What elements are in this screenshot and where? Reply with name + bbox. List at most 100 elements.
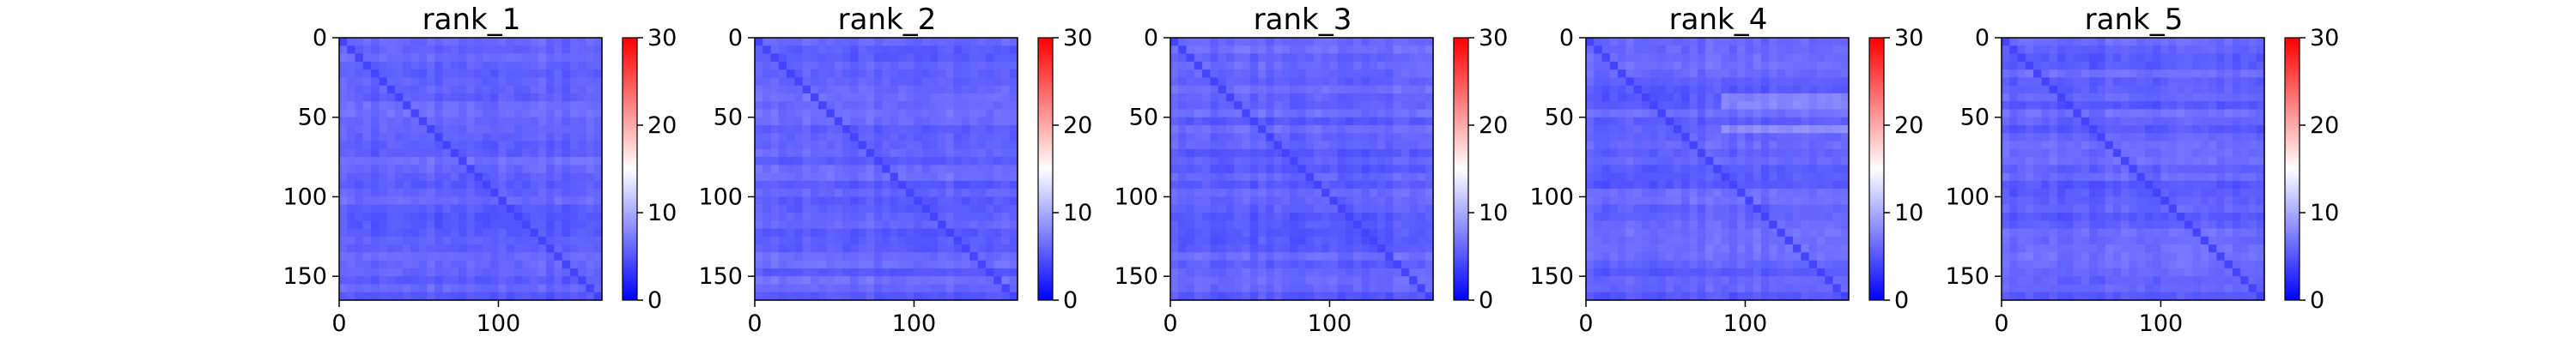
heatmap-cell: [2200, 133, 2209, 142]
heatmap-cell: [362, 276, 372, 286]
heatmap-cell: [874, 141, 883, 150]
heatmap-cell: [794, 292, 804, 301]
heatmap-cell: [2192, 45, 2202, 55]
heatmap-cell: [2240, 125, 2250, 134]
heatmap-cell: [1728, 101, 1738, 111]
heatmap-cell: [2105, 77, 2114, 87]
heatmap-cell: [810, 213, 819, 221]
heatmap-cell: [906, 109, 915, 118]
heatmap-cell: [514, 244, 523, 253]
heatmap-cell: [1321, 38, 1331, 46]
heatmap-cell: [1009, 133, 1018, 142]
heatmap-cell: [1840, 244, 1850, 253]
heatmap-cell: [1290, 93, 1298, 102]
heatmap-cell: [2200, 85, 2209, 94]
heatmap-cell: [1186, 204, 1195, 214]
heatmap-cell: [379, 172, 388, 182]
heatmap-cell: [985, 53, 994, 63]
heatmap-cell: [1337, 125, 1346, 134]
heatmap-cell: [1385, 53, 1394, 63]
heatmap-cell: [586, 236, 595, 245]
heatmap-cell: [2057, 61, 2066, 70]
heatmap-cell: [418, 53, 428, 63]
heatmap-cell: [762, 133, 772, 142]
heatmap-cell: [1769, 196, 1778, 206]
heatmap-cell: [1665, 292, 1674, 301]
heatmap-cell: [953, 292, 963, 301]
heatmap-cell: [1225, 284, 1235, 293]
heatmap-cell: [906, 125, 915, 134]
heatmap-cell: [562, 165, 571, 174]
heatmap-cell: [906, 244, 915, 253]
heatmap-cell: [1242, 236, 1251, 245]
heatmap-cell: [1713, 268, 1722, 277]
heatmap-cell: [2049, 85, 2058, 94]
heatmap-cell: [1377, 38, 1386, 46]
heatmap-cell: [930, 165, 939, 174]
heatmap-cell: [2002, 101, 2010, 111]
heatmap-cell: [538, 244, 547, 253]
heatmap-cell: [1697, 189, 1706, 198]
heatmap-cell: [530, 109, 539, 118]
heatmap-cell: [1249, 133, 1259, 142]
heatmap-cell: [1425, 292, 1434, 301]
heatmap-cell: [818, 61, 828, 70]
heatmap-cell: [930, 180, 939, 190]
heatmap-cell: [1178, 213, 1188, 221]
heatmap-cell: [787, 53, 795, 63]
heatmap-cell: [1377, 141, 1386, 150]
heatmap-cell: [450, 85, 459, 94]
heatmap-cell: [410, 268, 420, 277]
heatmap-cell: [442, 165, 452, 174]
heatmap-cell: [1210, 117, 1219, 126]
colorbar-tick-label: 30: [647, 25, 677, 51]
heatmap-cell: [1337, 220, 1346, 230]
heatmap-cell: [1808, 45, 1818, 55]
heatmap-cell: [1210, 165, 1219, 174]
heatmap-cell: [1377, 252, 1386, 262]
heatmap-cell: [778, 38, 787, 46]
heatmap-cell: [1409, 53, 1419, 63]
heatmap-cell: [993, 117, 1003, 126]
heatmap-cell: [1290, 77, 1298, 87]
heatmap-cell: [2105, 85, 2114, 94]
heatmap-cell: [1337, 284, 1346, 293]
heatmap-cell: [1657, 141, 1667, 150]
heatmap-cell: [834, 157, 843, 165]
heatmap-cell: [554, 213, 563, 221]
heatmap-cell: [1313, 61, 1322, 70]
heatmap-cell: [1409, 148, 1419, 158]
heatmap-cell: [2041, 109, 2050, 118]
heatmap-cell: [2160, 69, 2170, 78]
heatmap-cell: [355, 292, 364, 301]
heatmap-cell: [371, 141, 380, 150]
heatmap-cell: [562, 45, 571, 55]
heatmap-cell: [1313, 69, 1322, 78]
heatmap-cell: [969, 125, 979, 134]
heatmap-cells: [339, 38, 603, 301]
heatmap-cell: [1369, 148, 1378, 158]
heatmap-cell: [586, 69, 595, 78]
heatmap-cell: [1297, 284, 1307, 293]
heatmap-cell: [2121, 101, 2129, 111]
heatmap-cell: [1793, 196, 1801, 206]
heatmap-cell: [2025, 61, 2034, 70]
heatmap-cell: [2177, 61, 2185, 70]
heatmap-cell: [1273, 172, 1283, 182]
heatmap-cell: [1202, 252, 1211, 262]
heatmap-cell: [1665, 133, 1674, 142]
heatmap-cell: [586, 38, 595, 46]
heatmap-cell: [1353, 172, 1363, 182]
heatmap-cell: [1225, 204, 1235, 214]
heatmap-cell: [1178, 125, 1188, 134]
heatmap-cell: [2144, 85, 2154, 94]
heatmap-cell: [1400, 165, 1410, 174]
heatmap-cell: [2224, 38, 2233, 46]
heatmap-cell: [1273, 220, 1283, 230]
heatmap-cell: [787, 109, 795, 118]
heatmap-cell: [1657, 244, 1667, 253]
heatmap-cell: [1618, 141, 1626, 150]
heatmap-cell: [1218, 157, 1227, 165]
heatmap-cell: [1417, 77, 1426, 87]
heatmap-cell: [498, 165, 507, 174]
